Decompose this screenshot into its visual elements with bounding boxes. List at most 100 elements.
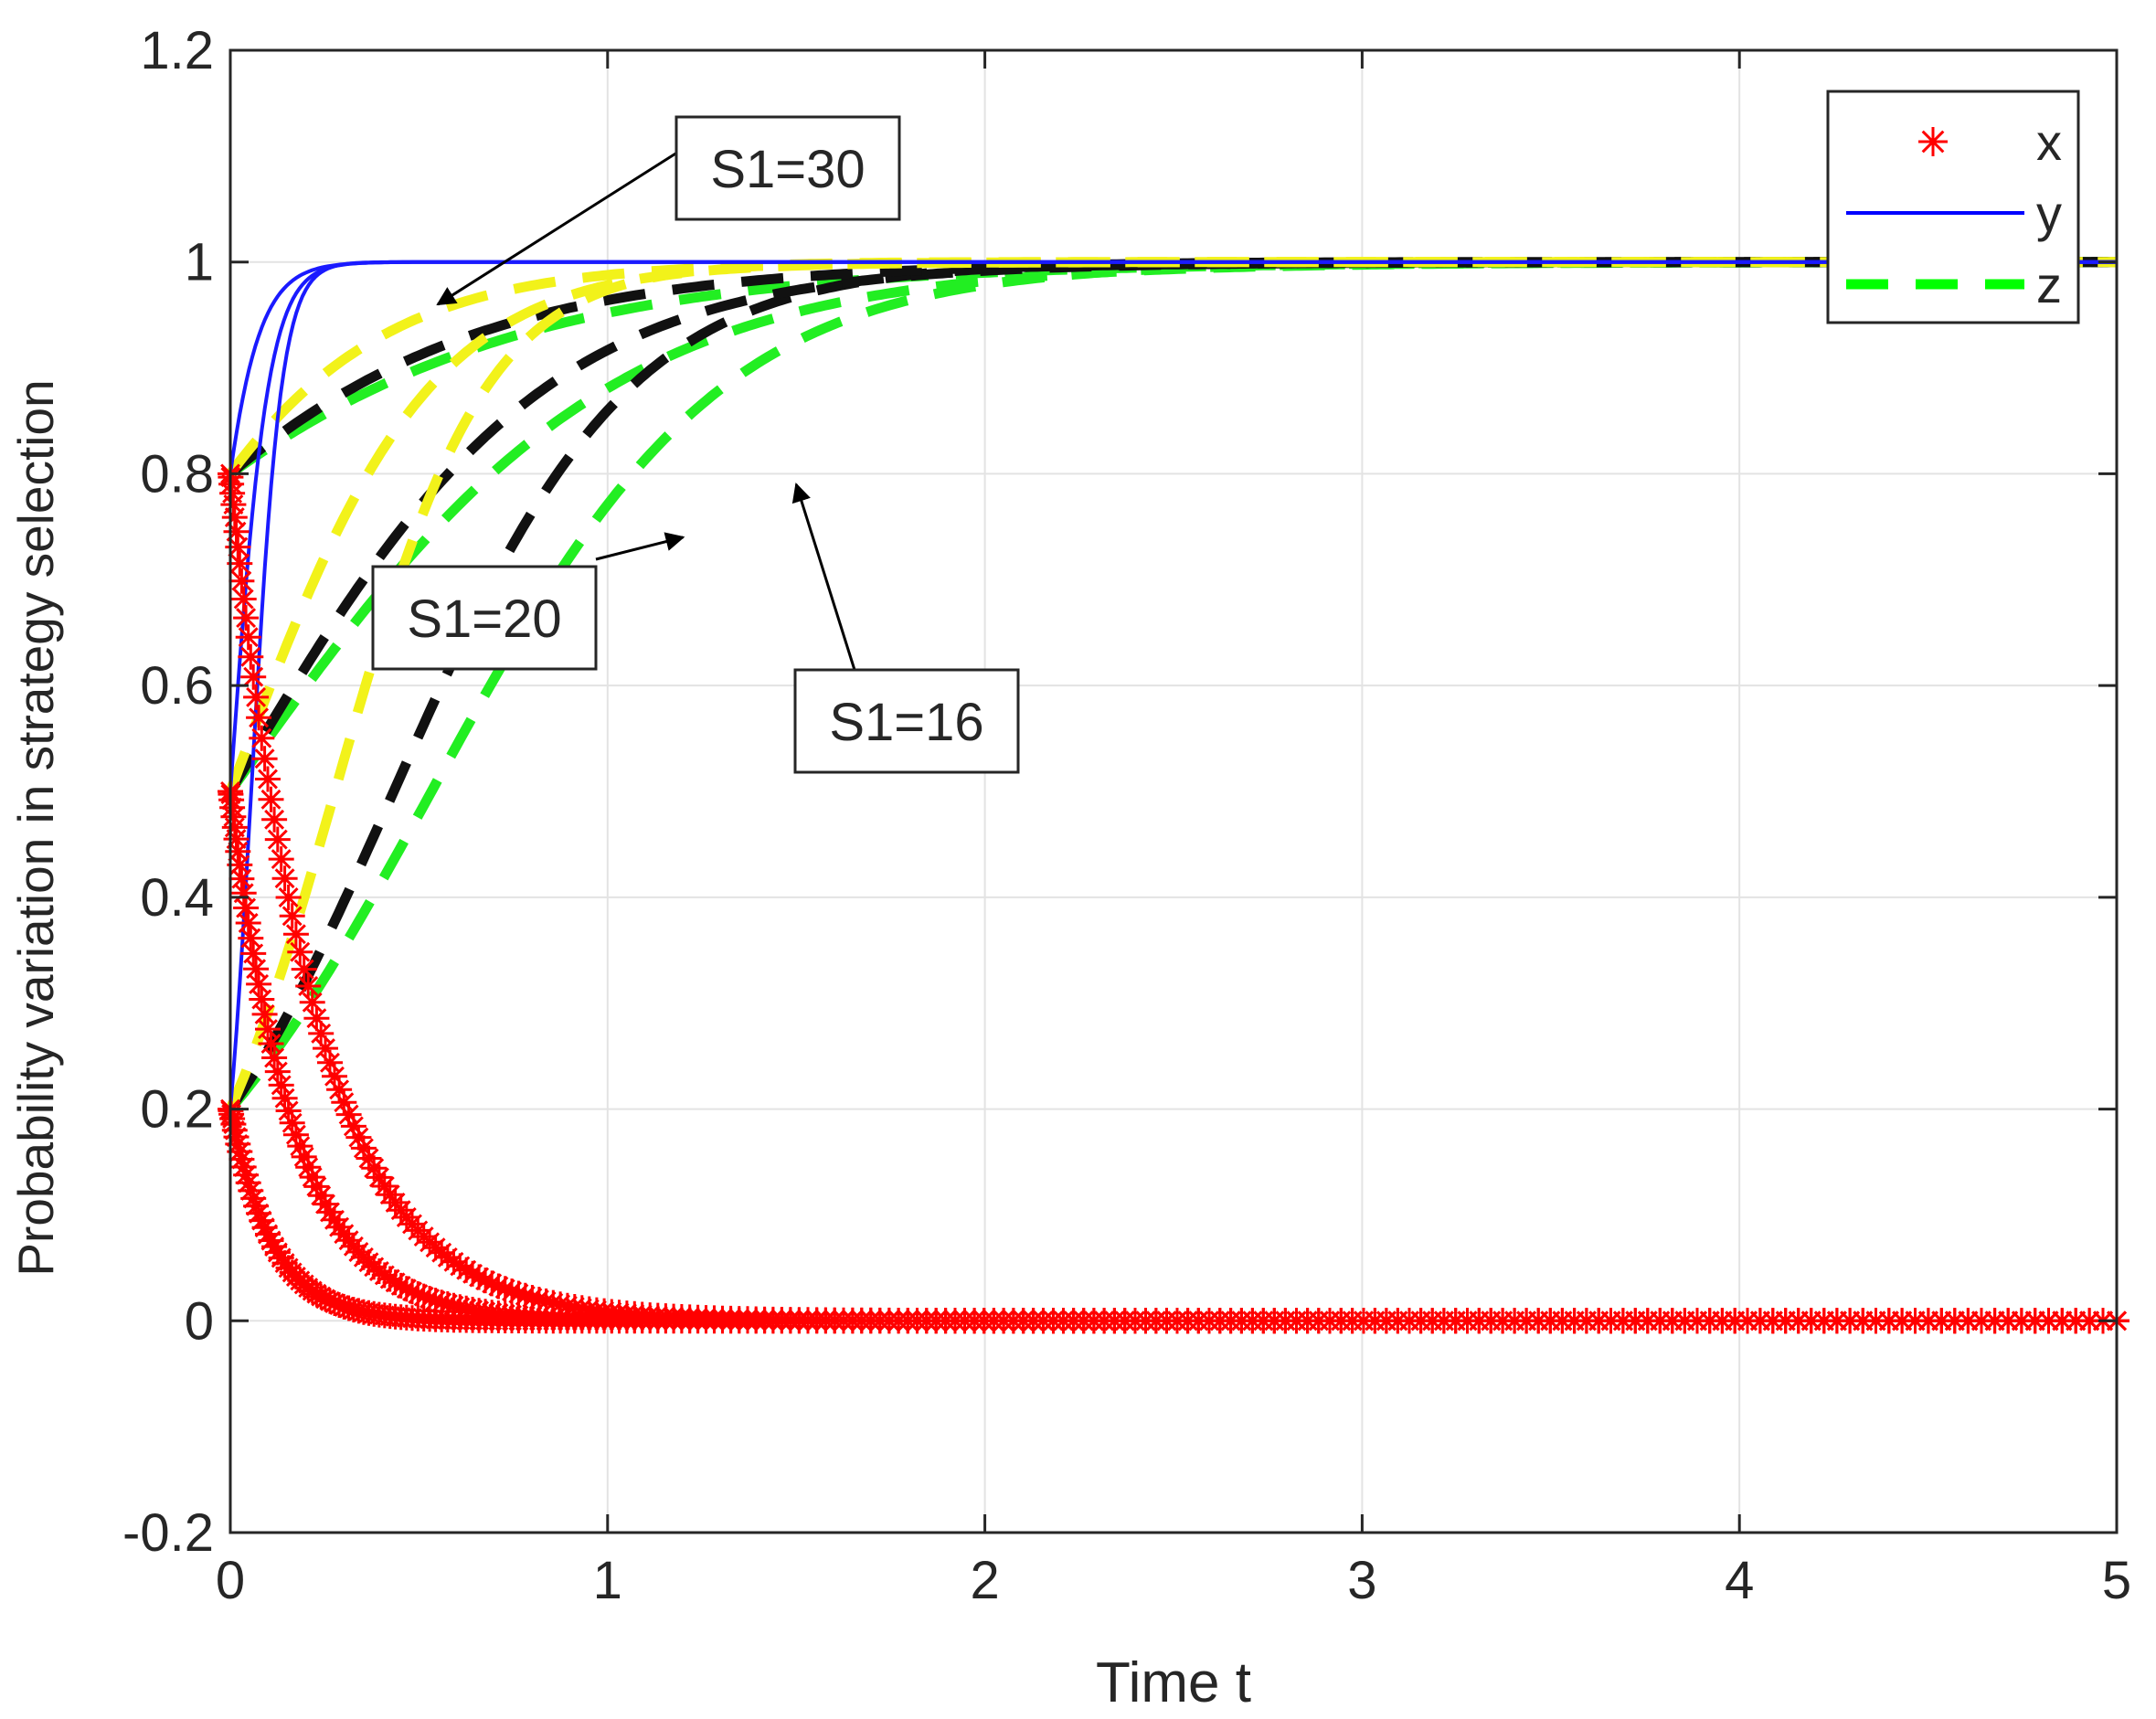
annotation-label: S1=30 bbox=[710, 140, 865, 199]
x-tick-label: 0 bbox=[216, 1551, 245, 1610]
x-marker bbox=[223, 1124, 250, 1151]
x-marker bbox=[405, 1281, 431, 1307]
x-marker bbox=[225, 1130, 251, 1157]
x-marker bbox=[243, 1193, 270, 1219]
x-marker bbox=[258, 786, 284, 812]
x-marker bbox=[282, 921, 309, 948]
x-marker bbox=[2035, 1308, 2062, 1334]
x-marker bbox=[227, 852, 253, 878]
x-marker bbox=[533, 1288, 559, 1314]
x-marker bbox=[331, 1293, 357, 1320]
x-marker bbox=[246, 705, 272, 731]
x-marker bbox=[240, 663, 267, 690]
x-marker bbox=[485, 1273, 512, 1300]
y-curve bbox=[228, 260, 2117, 474]
x-marker bbox=[249, 1207, 275, 1234]
x-marker bbox=[1928, 1308, 1955, 1334]
x-marker bbox=[228, 568, 255, 594]
x-marker bbox=[322, 1206, 347, 1233]
x-marker bbox=[460, 1260, 486, 1287]
legend-entry-y: y bbox=[1846, 185, 2062, 242]
annotation-label: S1=20 bbox=[407, 589, 561, 649]
legend-entry-z: z bbox=[1846, 256, 2062, 313]
x-marker bbox=[313, 1035, 338, 1062]
x-marker bbox=[221, 504, 248, 531]
x-marker bbox=[238, 925, 264, 951]
y-tick-label: -0.2 bbox=[122, 1503, 214, 1563]
x-marker bbox=[466, 1264, 493, 1290]
x-marker bbox=[255, 1016, 281, 1043]
x-marker bbox=[1875, 1308, 1902, 1334]
x-marker bbox=[268, 1072, 294, 1098]
x-marker bbox=[313, 1286, 338, 1312]
legend-label: x bbox=[2036, 113, 2062, 171]
x-marker bbox=[228, 1146, 255, 1173]
x-marker bbox=[2008, 1308, 2034, 1334]
y-axis-label: Probability variation in strategy select… bbox=[7, 379, 64, 1276]
x-marker bbox=[1850, 1308, 1876, 1334]
x-marker bbox=[519, 1285, 546, 1310]
x-marker bbox=[303, 1005, 330, 1032]
x-marker bbox=[223, 518, 250, 545]
x-tick-label: 5 bbox=[2102, 1551, 2131, 1610]
x-marker bbox=[2049, 1308, 2076, 1334]
x-marker bbox=[326, 1292, 353, 1318]
x-marker bbox=[240, 940, 267, 967]
x-marker bbox=[326, 1214, 353, 1240]
series-layer bbox=[218, 257, 2129, 1334]
annotation-arrow bbox=[791, 483, 856, 671]
x-marker bbox=[227, 1139, 253, 1165]
x-marker bbox=[243, 956, 270, 982]
x-marker bbox=[1981, 1308, 2008, 1334]
x-marker bbox=[1941, 1308, 1968, 1334]
x-marker bbox=[275, 885, 302, 910]
x-marker bbox=[258, 1227, 284, 1254]
x-marker bbox=[441, 1248, 467, 1275]
y-tick-label: 0 bbox=[185, 1291, 214, 1351]
x-marker bbox=[279, 903, 305, 929]
legend-swatch-x bbox=[1918, 127, 1948, 156]
x-marker bbox=[317, 1288, 343, 1314]
x-marker bbox=[235, 1170, 261, 1196]
x-marker bbox=[235, 624, 261, 651]
x-tick-label: 1 bbox=[593, 1551, 622, 1610]
x-marker bbox=[225, 534, 251, 560]
x-marker bbox=[291, 1143, 317, 1170]
annotation-box bbox=[674, 115, 901, 221]
annotation-box bbox=[793, 668, 1020, 774]
legend-label: z bbox=[2036, 256, 2062, 313]
y-tick-label: 1.2 bbox=[140, 21, 214, 80]
x-marker bbox=[479, 1270, 505, 1297]
x-marker bbox=[331, 1089, 357, 1116]
x-tick-label: 4 bbox=[1725, 1551, 1754, 1610]
annotation-s1-16: S1=16 bbox=[791, 483, 1020, 774]
x-marker bbox=[228, 865, 255, 892]
y-tick-label: 0.6 bbox=[140, 656, 214, 716]
x-marker bbox=[255, 766, 281, 792]
legend: xyz bbox=[1826, 90, 2080, 324]
x-marker bbox=[299, 1164, 325, 1191]
plot-frame bbox=[228, 48, 2119, 1534]
y-tick-label: 0.4 bbox=[140, 868, 214, 928]
x-marker bbox=[447, 1253, 473, 1279]
x-marker bbox=[540, 1289, 567, 1316]
annotation-arrow bbox=[436, 149, 681, 306]
x-marker bbox=[221, 1117, 248, 1143]
x-marker bbox=[261, 1045, 288, 1071]
y-tick-label: 0.8 bbox=[140, 444, 214, 504]
x-marker bbox=[225, 838, 251, 865]
x-marker bbox=[223, 826, 250, 853]
x-marker bbox=[258, 1031, 284, 1056]
x-marker bbox=[429, 1289, 455, 1316]
x-marker bbox=[287, 939, 313, 965]
x-marker bbox=[322, 1063, 347, 1089]
x-marker bbox=[512, 1282, 538, 1309]
x-marker bbox=[246, 1200, 272, 1226]
x-marker bbox=[505, 1280, 532, 1307]
z-curve-s1-30 bbox=[225, 257, 2117, 793]
legend-label: y bbox=[2036, 185, 2062, 242]
x-marker bbox=[255, 1221, 281, 1247]
x-marker bbox=[1969, 1308, 1994, 1334]
x-marker bbox=[261, 1234, 288, 1260]
x-marker bbox=[453, 1257, 480, 1283]
